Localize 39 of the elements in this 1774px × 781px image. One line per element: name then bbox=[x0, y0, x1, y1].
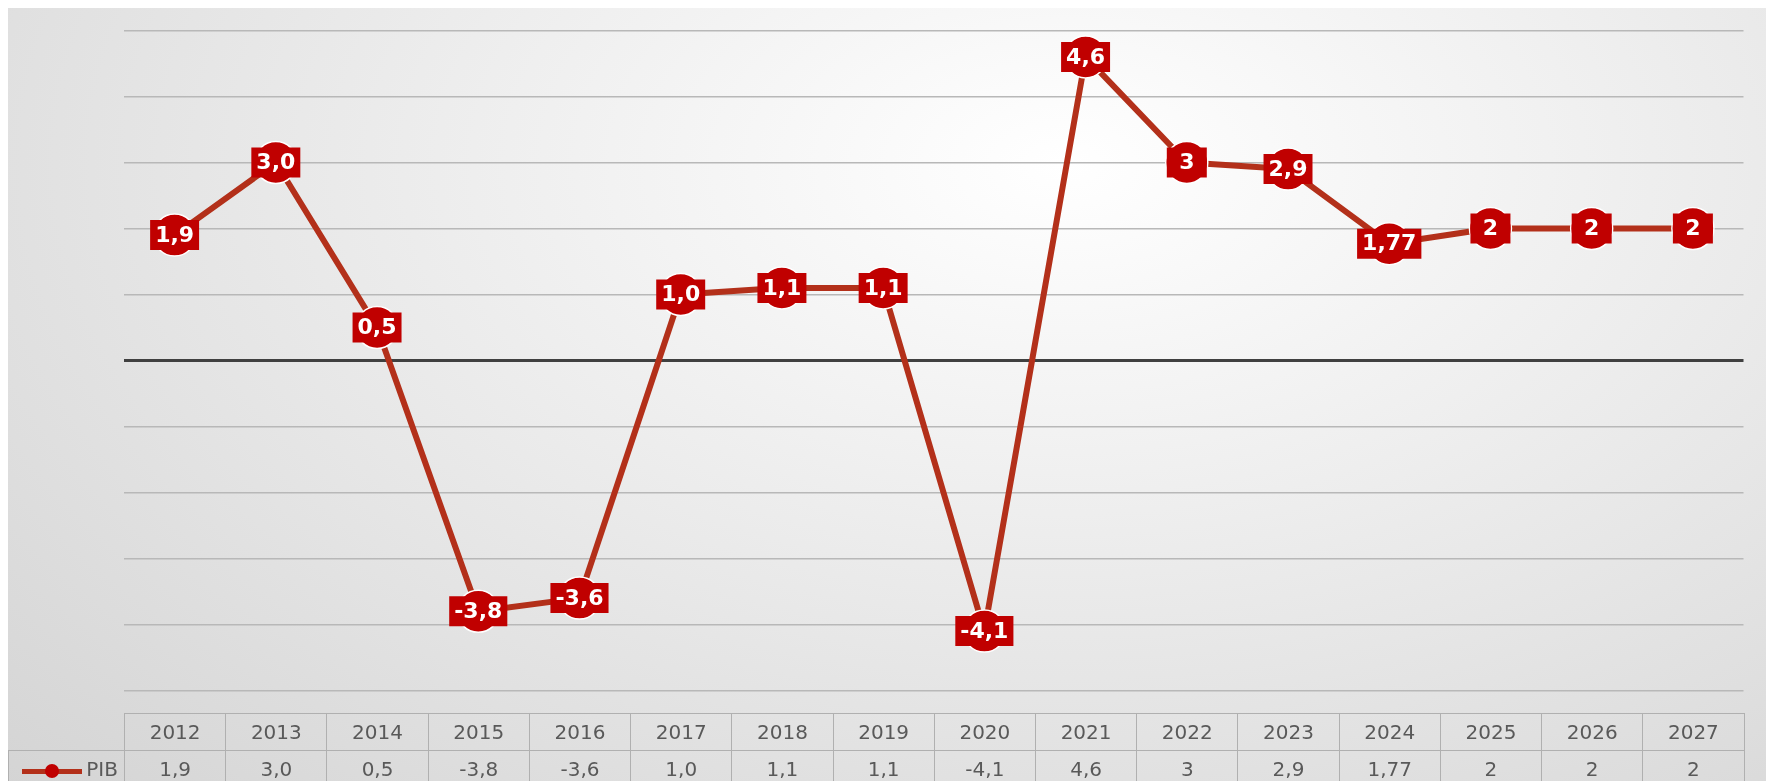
text: 2 bbox=[1584, 215, 1600, 241]
data-label: -3,8 bbox=[428, 750, 530, 781]
data-label: 1,0 bbox=[630, 750, 732, 781]
x-tick-label: 2020 bbox=[934, 713, 1036, 751]
data-label: 3 bbox=[1136, 750, 1238, 781]
x-tick-label: 2014 bbox=[326, 713, 429, 751]
data-label: 1,77 bbox=[1339, 750, 1441, 781]
point bbox=[1468, 206, 1513, 251]
x-tick-label: 2012 bbox=[124, 713, 226, 751]
x-tick-label: 2016 bbox=[529, 713, 631, 751]
data-label: 0,5 bbox=[326, 750, 429, 781]
x-tick-label: 2024 bbox=[1339, 713, 1441, 751]
data-label: 2,9 bbox=[1237, 750, 1340, 781]
text: 3 bbox=[1179, 149, 1195, 175]
point bbox=[1671, 206, 1715, 251]
x-tick-label: 2022 bbox=[1136, 713, 1238, 751]
x-tick-label: 2015 bbox=[428, 713, 530, 751]
x-tick-label: 2026 bbox=[1541, 713, 1643, 751]
x-tick-label: 2027 bbox=[1642, 713, 1744, 751]
data-label: 3,0 bbox=[225, 750, 327, 781]
data-label: 1,1 bbox=[833, 750, 935, 781]
text: 2 bbox=[1482, 215, 1499, 241]
x-tick-label: 2021 bbox=[1035, 713, 1137, 751]
x-tick-label: 2023 bbox=[1237, 713, 1340, 751]
x-tick-label: 2017 bbox=[630, 713, 732, 751]
data-label: 2 bbox=[1440, 750, 1542, 781]
data-label: 1,1 bbox=[731, 750, 834, 781]
data-label: 1,9 bbox=[124, 750, 226, 781]
data-label: -3,6 bbox=[529, 750, 631, 781]
x-tick-label: 2019 bbox=[833, 713, 935, 751]
x-tick-label: 2013 bbox=[225, 713, 327, 751]
legend-label: PIB bbox=[86, 757, 118, 781]
text: 2 bbox=[1685, 215, 1701, 241]
x-tick-label: 2018 bbox=[731, 713, 834, 751]
data-label: 2 bbox=[1541, 750, 1643, 781]
data-label: 2 bbox=[1642, 750, 1744, 781]
data-label: 4,6 bbox=[1035, 750, 1137, 781]
data-label: -4,1 bbox=[934, 750, 1036, 781]
x-tick-label: 2025 bbox=[1440, 713, 1542, 751]
